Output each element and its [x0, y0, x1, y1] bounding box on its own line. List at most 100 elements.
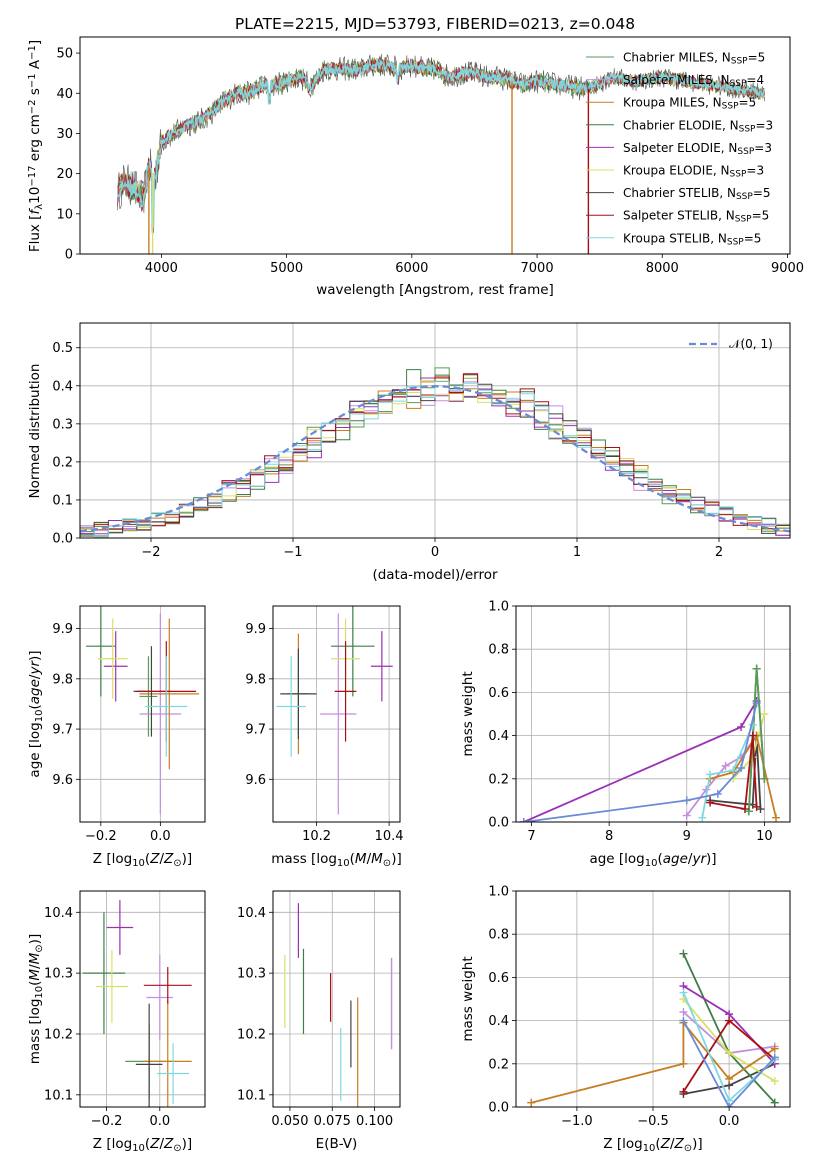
- label-part: /: [367, 851, 372, 867]
- label-sub: ⊙: [383, 858, 391, 869]
- x-tick-label: −0.5: [637, 1114, 669, 1129]
- y-tick-label: 9.6: [245, 773, 266, 788]
- x-tick-label: −1: [283, 545, 302, 560]
- y-tick-label: 50: [56, 47, 73, 62]
- axes-frame: [79, 322, 791, 539]
- y-axis-label: mass [log10(M/M⊙)]: [27, 934, 45, 1064]
- x-axis-label: (data-model)/error: [372, 567, 498, 583]
- weight-line: [682, 1020, 776, 1107]
- label-sub: ⊙: [34, 944, 45, 952]
- weight-marker: [737, 764, 746, 772]
- y-tick-label: 9.7: [52, 723, 73, 738]
- y-label-part: λ: [34, 204, 45, 210]
- y-tick-label: 10.3: [44, 967, 73, 982]
- label-italic: Z: [674, 1136, 685, 1152]
- y-tick-label: 0.4: [52, 379, 73, 394]
- label-sub: ⊙: [173, 858, 181, 869]
- y-tick-label: 0.0: [488, 816, 509, 831]
- legend-text: =5: [744, 231, 762, 245]
- y-label-part: −2: [27, 99, 38, 114]
- label-italic: yr: [27, 660, 43, 676]
- legend-entry: Kroupa MILES, NSSP=5: [623, 96, 756, 112]
- legend-sub: SSP: [722, 102, 739, 112]
- axes-frame: [272, 605, 401, 823]
- legend-entry: Salpeter STELIB, NSSP=5: [623, 209, 769, 225]
- y-tick-label: 0: [65, 248, 73, 263]
- label-sub: 10: [643, 1143, 656, 1154]
- legend-sub: SSP: [739, 125, 756, 135]
- legend-sub: SSP: [730, 170, 747, 180]
- label-italic: Z: [660, 1136, 671, 1152]
- x-axis-label: Z [log10(Z/Z⊙)]: [93, 851, 192, 869]
- weight-marker: [770, 1044, 779, 1053]
- weight-marker: [725, 1049, 734, 1057]
- weight-marker: [740, 805, 749, 814]
- y-tick-label: 0.6: [488, 686, 509, 701]
- label-sub: 10: [645, 858, 658, 869]
- weight-marker: [519, 818, 528, 822]
- label-part: (: [27, 981, 43, 986]
- label-part: (: [350, 851, 355, 867]
- x-axis-label: mass [log10(M/M⊙)]: [271, 851, 401, 869]
- label-sub: ⊙: [173, 1143, 181, 1154]
- weight-marker: [748, 731, 757, 740]
- label-part: /: [27, 674, 43, 679]
- x-tick-label: −2: [141, 545, 160, 560]
- histogram-series: [80, 380, 790, 538]
- label-part: )]: [27, 934, 43, 945]
- legend-text: Chabrier MILES, N: [623, 51, 731, 65]
- legend-text: Kroupa ELODIE, N: [623, 164, 730, 178]
- legend-sub: SSP: [737, 147, 754, 157]
- y-tick-label: 10.4: [44, 906, 73, 921]
- x-tick-label: 9000: [771, 261, 804, 276]
- label-part: )]: [692, 1136, 703, 1152]
- y-tick-label: 9.8: [52, 672, 73, 687]
- legend-entry: Kroupa ELODIE, NSSP=3: [623, 164, 764, 180]
- weight-marker: [679, 1007, 688, 1016]
- y-tick-label: 0.2: [52, 455, 73, 470]
- label-part: (: [145, 851, 150, 867]
- y-tick-label: 1.0: [488, 885, 509, 900]
- label-part: Z [log: [93, 1136, 132, 1152]
- weight-marker: [682, 811, 691, 820]
- legend-text: =5: [748, 51, 766, 65]
- y-label-part: ]: [27, 40, 43, 45]
- weight-marker: [682, 796, 691, 805]
- label-part: /: [159, 1136, 164, 1152]
- x-tick-label: 0.075: [314, 1114, 351, 1129]
- residuals-axes: −2 −1 0 1 2 0.0 0.1 0.2 0.3 0.4 0.5 (data-model)/er…: [27, 322, 791, 583]
- y-tick-label: 10: [56, 207, 73, 222]
- x-tick-label: 0.050: [271, 1114, 308, 1129]
- y-tick-label: 9.7: [245, 723, 266, 738]
- label-sub: 10: [132, 858, 145, 869]
- x-tick-label: 8000: [646, 261, 679, 276]
- x-tick-label: −0.2: [85, 829, 117, 844]
- label-part: )]: [706, 851, 717, 867]
- y-tick-label: 0.3: [52, 417, 73, 432]
- weight-marker: [752, 802, 761, 811]
- label-part: (: [655, 1136, 660, 1152]
- label-italic: M: [27, 952, 43, 964]
- x-axis-label: wavelength [Angstrom, rest frame]: [316, 282, 554, 298]
- weight-marker: [772, 813, 781, 822]
- mass-vs-Z-axes: −0.2 0.010.110.210.310.4Z [log10(Z/Z⊙)]ma…: [27, 890, 206, 1154]
- y-axis-label: age [log10(age/yr)]: [27, 650, 45, 777]
- y-tick-label: 0.4: [488, 1014, 509, 1029]
- plot-area: [82, 900, 192, 1107]
- legend-text: =5: [753, 186, 771, 200]
- legend-entry: Salpeter ELODIE, NSSP=3: [623, 141, 772, 157]
- label-italic: age: [663, 851, 688, 867]
- label-part: age [log: [27, 722, 43, 777]
- legend-entry: Chabrier MILES, NSSP=5: [623, 51, 765, 67]
- label-italic: M: [27, 969, 43, 981]
- label-sub: 10: [34, 986, 45, 999]
- label-part: )]: [182, 851, 193, 867]
- x-tick-label: 0.0: [150, 829, 171, 844]
- y-tick-label: 0.2: [488, 772, 509, 787]
- weight-marker: [679, 949, 688, 958]
- weight-marker: [725, 1103, 734, 1107]
- x-tick-label: 8: [605, 829, 613, 844]
- label-part: Z [log: [93, 851, 132, 867]
- x-tick-label: 10: [756, 829, 773, 844]
- weight-marker: [737, 722, 746, 731]
